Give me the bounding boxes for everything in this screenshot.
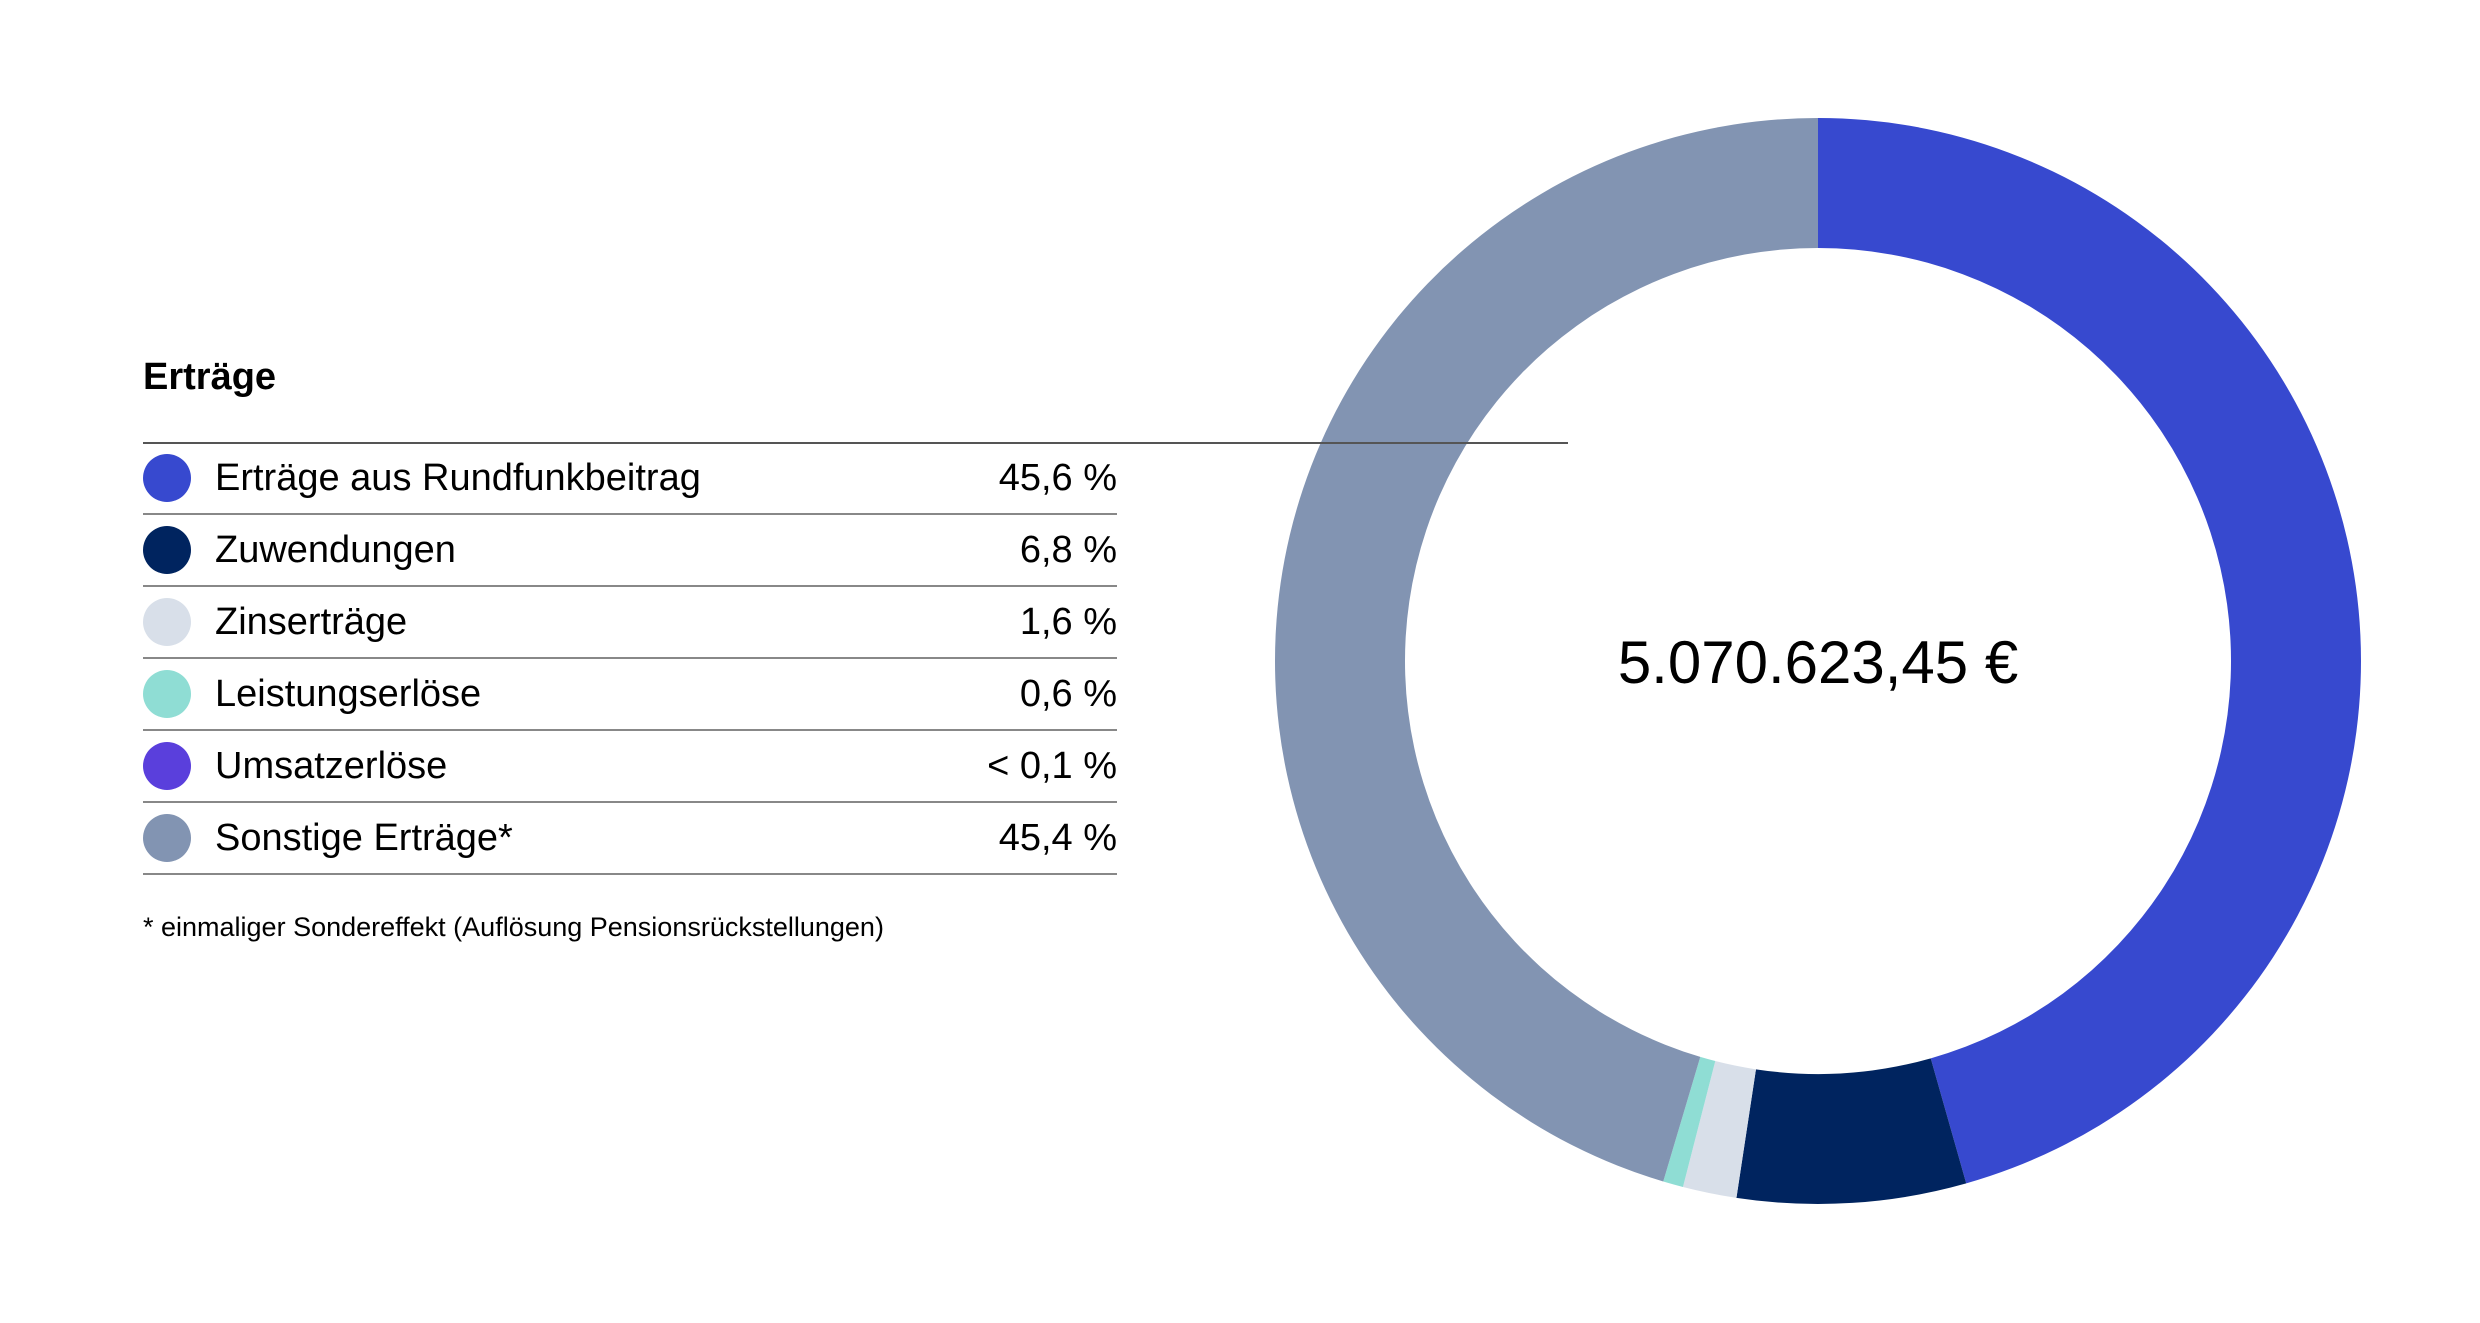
legend-item: Sonstige Erträge* 45,4 % (143, 803, 1117, 875)
legend-label: Sonstige Erträge* (215, 816, 513, 859)
legend-value: 0,6 % (1019, 672, 1117, 715)
legend-label: Umsatzerlöse (215, 744, 448, 787)
legend-swatch (143, 598, 191, 646)
donut-slice (1275, 117, 1818, 1182)
divider (143, 442, 1568, 444)
donut-slice (1736, 1058, 1967, 1204)
legend-label: Zinserträge (215, 600, 408, 643)
legend-item: Erträge aus Rundfunkbeitrag 45,6 % (143, 443, 1117, 515)
legend-value: 45,4 % (998, 816, 1117, 859)
legend-swatch (143, 814, 191, 862)
legend-swatch (143, 454, 191, 502)
center-total-label: 5.070.623,45 € (1617, 629, 2019, 696)
legend-swatch (143, 670, 191, 718)
donut-slice (1663, 1056, 1716, 1187)
legend-label: Erträge aus Rundfunkbeitrag (215, 456, 701, 499)
donut-slice (1818, 118, 2361, 1184)
footnote: * einmaliger Sondereffekt (Auflösung Pen… (143, 912, 884, 942)
chart-title: Erträge (143, 356, 277, 398)
legend-label: Zuwendungen (215, 528, 456, 571)
legend-label: Leistungserlöse (215, 672, 482, 715)
legend-item: Zinserträge 1,6 % (143, 587, 1117, 659)
donut-slice (1682, 1061, 1756, 1198)
legend-swatch (143, 742, 191, 790)
legend-item: Umsatzerlöse < 0,1 % (143, 731, 1117, 803)
legend-value: < 0,1 % (987, 744, 1117, 787)
legend-swatch (143, 526, 191, 574)
legend: Erträge aus Rundfunkbeitrag 45,6 % Zuwendu… (143, 443, 1117, 875)
legend-value: 1,6 % (1019, 600, 1117, 643)
legend-value: 6,8 % (1019, 528, 1117, 571)
legend-item: Zuwendungen 6,8 % (143, 515, 1117, 587)
legend-item: Leistungserlöse 0,6 % (143, 659, 1117, 731)
legend-value: 45,6 % (998, 456, 1117, 499)
